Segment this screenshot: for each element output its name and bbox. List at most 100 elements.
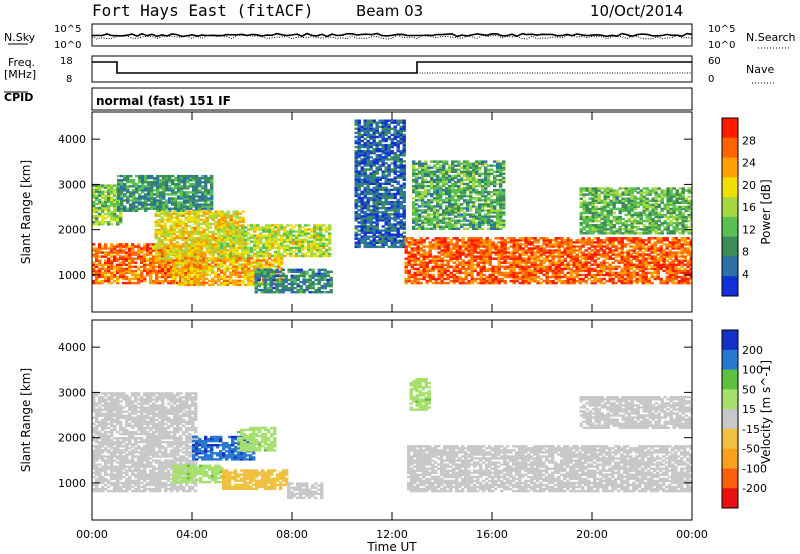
heatmap-cell [263, 291, 267, 294]
heatmap-cell [274, 238, 278, 241]
heatmap-cell [247, 273, 251, 276]
heatmap-cell [360, 225, 364, 228]
heatmap-cell [244, 265, 248, 268]
heatmap-cell [134, 265, 138, 268]
heatmap-cell [184, 216, 188, 219]
heatmap-cell [208, 224, 212, 228]
heatmap-cell [92, 243, 96, 246]
heatmap-cell [369, 239, 373, 242]
heatmap-cell [402, 154, 406, 157]
heatmap-cell [572, 249, 576, 252]
heatmap-cell [188, 245, 192, 248]
heatmap-cell [220, 216, 224, 219]
heatmap-cell [265, 234, 269, 237]
heatmap-cell [128, 267, 132, 271]
heatmap-cell [238, 218, 242, 221]
heatmap-cell [186, 201, 190, 204]
heatmap-cell [293, 278, 297, 282]
heatmap-cell [375, 235, 379, 238]
heatmap-cell [569, 269, 573, 273]
heatmap-cell [166, 253, 170, 256]
heatmap-cell [257, 278, 261, 282]
heatmap-cell [360, 135, 364, 139]
heatmap-cell [319, 226, 323, 229]
heatmap-cell [372, 137, 376, 141]
heatmap-cell [247, 271, 251, 274]
heatmap-cell [232, 257, 236, 260]
heatmap-cell [208, 259, 212, 262]
heatmap-cell [171, 189, 175, 192]
heatmap-cell [357, 245, 361, 249]
heatmap-cell [167, 269, 171, 273]
heatmap-cell [202, 281, 206, 285]
heatmap-cell [152, 265, 156, 268]
heatmap-cell [304, 224, 308, 227]
heatmap-cell [363, 176, 367, 179]
heatmap-cell [378, 121, 382, 124]
heatmap-cell [290, 286, 294, 290]
heatmap-cell [569, 277, 573, 281]
heatmap-cell [196, 263, 200, 266]
heatmap-cell [229, 254, 233, 258]
heatmap-cell [494, 275, 498, 279]
heatmap-cell [110, 190, 114, 193]
heatmap-cell [500, 251, 504, 254]
heatmap-cell [557, 279, 561, 283]
heatmap-cell [165, 187, 169, 190]
heatmap-cell [527, 243, 531, 246]
heatmap-cell [328, 232, 332, 235]
heatmap-cell [287, 268, 291, 271]
heatmap-cell [113, 206, 117, 210]
heatmap-cell [265, 250, 269, 254]
heatmap-cell [205, 257, 209, 260]
heatmap-cell [494, 247, 498, 250]
heatmap-cell [320, 274, 324, 278]
heatmap-cell [150, 201, 154, 204]
heatmap-cell [551, 263, 555, 266]
heatmap-cell [372, 172, 376, 175]
heatmap-cell [479, 273, 483, 277]
heatmap-cell [533, 247, 537, 250]
heatmap-cell [250, 273, 254, 276]
heatmap-cell [399, 162, 403, 165]
heatmap-cell [354, 119, 358, 122]
heatmap-cell [129, 195, 133, 198]
heatmap-cell [316, 250, 320, 254]
heatmap-cell [554, 281, 558, 285]
heatmap-cell [393, 158, 397, 161]
heatmap-cell [372, 205, 376, 208]
heatmap-cell [154, 259, 158, 262]
heatmap-cell [147, 197, 151, 200]
heatmap-cell [363, 213, 367, 216]
heatmap-cell [584, 279, 588, 283]
heatmap-cell [372, 233, 376, 236]
heatmap-cell [175, 247, 179, 250]
heatmap-cell [467, 279, 471, 283]
heatmap-cell [402, 170, 406, 173]
heatmap-cell [244, 246, 248, 249]
heatmap-cell [184, 236, 188, 240]
heatmap-cell [205, 245, 209, 248]
heatmap-cell [235, 250, 239, 254]
heatmap-cell [107, 247, 111, 250]
heatmap-cell [509, 257, 513, 260]
heatmap-cell [217, 242, 221, 245]
heatmap-cell [140, 277, 144, 281]
heatmap-cell [298, 232, 302, 235]
heatmap-cell [287, 286, 291, 290]
heatmap-cell [301, 242, 305, 245]
heatmap-cell [369, 135, 373, 139]
heatmap-cell [152, 279, 156, 283]
heatmap-cell [158, 269, 162, 273]
heatmap-cell [162, 207, 166, 210]
heatmap-cell [92, 255, 96, 258]
heatmap-cell [402, 194, 406, 198]
heatmap-cell [143, 267, 147, 271]
heatmap-cell [205, 271, 209, 274]
heatmap-cell [390, 180, 394, 183]
heatmap-cell [381, 245, 385, 249]
heatmap-cell [308, 291, 312, 294]
heatmap-cell [259, 228, 263, 231]
heatmap-cell [360, 235, 364, 238]
heatmap-cell [162, 176, 166, 180]
